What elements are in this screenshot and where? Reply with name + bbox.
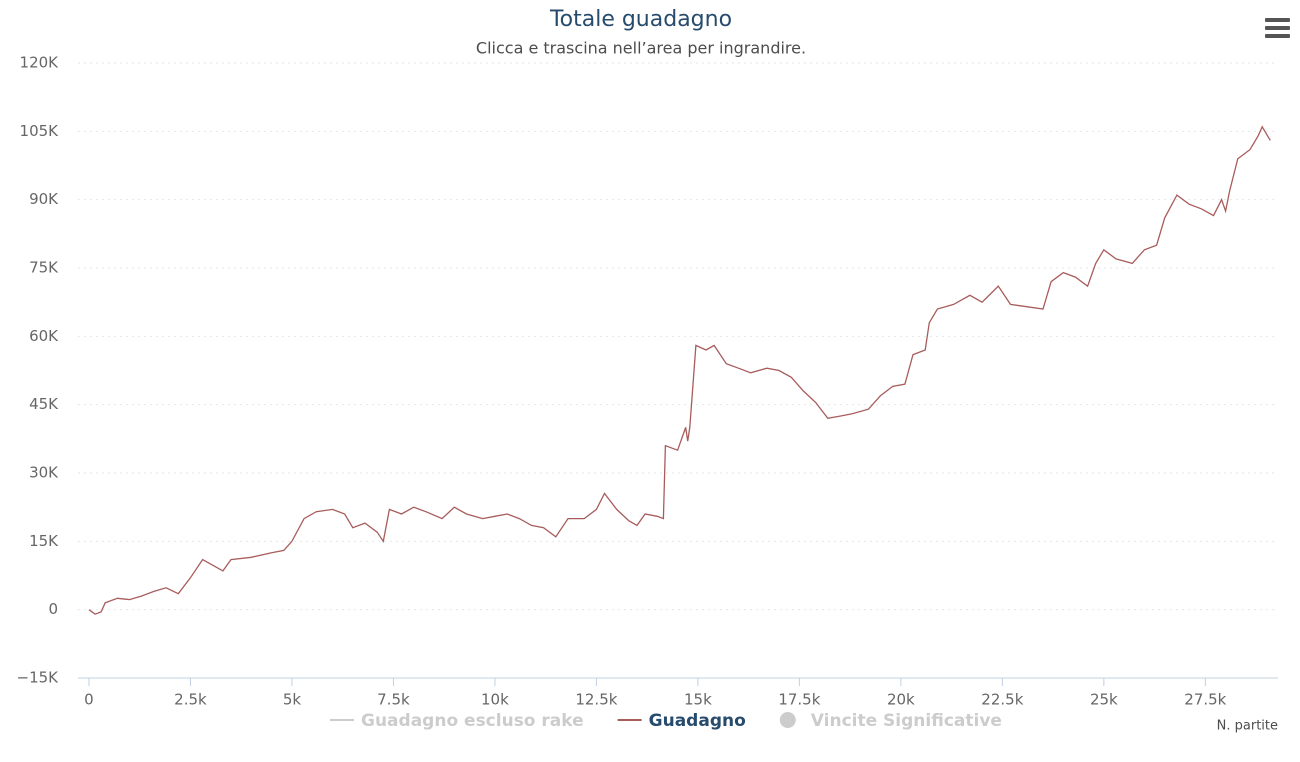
y-tick-label: −15K: [17, 669, 60, 687]
chart-title: Totale guadagno: [549, 7, 732, 32]
menu-bar: [1265, 18, 1290, 22]
legend-label: Guadagno: [649, 711, 746, 731]
legend-symbol: [779, 712, 796, 728]
x-tick-label: 17.5k: [778, 691, 820, 709]
x-tick-label: 25k: [1090, 691, 1118, 709]
x-tick-label: 0: [84, 691, 94, 709]
x-tick-label: 22.5k: [981, 691, 1023, 709]
y-tick-label: 90K: [29, 190, 59, 208]
menu-bar: [1265, 26, 1290, 30]
y-tick-label: 15K: [29, 532, 59, 550]
y-tick-label: 30K: [29, 464, 59, 482]
x-axis-title: N. partite: [1217, 719, 1278, 734]
y-tick-label: 120K: [20, 54, 60, 72]
y-tick-label: 45K: [29, 395, 59, 413]
y-tick-label: 75K: [29, 259, 59, 277]
x-tick-label: 20k: [887, 691, 915, 709]
menu-button[interactable]: [1265, 18, 1290, 38]
chart-subtitle: Clicca e trascina nell’area per ingrandi…: [476, 39, 806, 58]
legend-item[interactable]: Guadagno escluso rake: [330, 711, 584, 731]
series-line: [88, 125, 1271, 615]
x-tick-label: 2.5k: [174, 691, 207, 709]
legend: Guadagno escluso rake Guadagno Vincite Sig…: [330, 711, 1002, 731]
x-tick-label: 12.5k: [575, 691, 617, 709]
x-tick-label: 27.5k: [1184, 691, 1226, 709]
x-tick-label: 10k: [481, 691, 509, 709]
y-tick-label: 0: [48, 600, 58, 618]
legend-item[interactable]: Vincite Significative: [779, 711, 1002, 731]
legend-item[interactable]: Guadagno: [617, 711, 746, 731]
menu-bar: [1265, 34, 1290, 38]
y-tick-label: 105K: [20, 122, 60, 140]
x-tick-label: 15k: [684, 691, 712, 709]
y-tick-label: 60K: [29, 327, 59, 345]
legend-label: Vincite Significative: [811, 711, 1002, 731]
x-tick-label: 5k: [283, 691, 302, 709]
legend-label: Guadagno escluso rake: [361, 711, 584, 731]
x-tick-label: 7.5k: [377, 691, 410, 709]
